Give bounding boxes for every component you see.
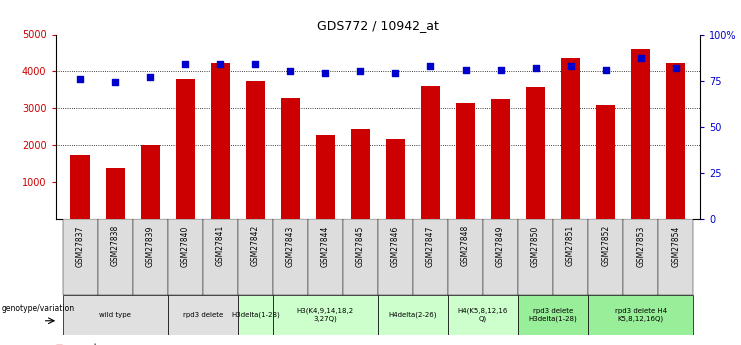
Point [214, 61, 226, 67]
Point [319, 70, 331, 76]
Text: H3(K4,9,14,18,2
3,27Q): H3(K4,9,14,18,2 3,27Q) [297, 308, 354, 322]
Text: GSM27837: GSM27837 [76, 225, 84, 267]
Point [565, 63, 576, 69]
Bar [666, 63, 685, 219]
Point [635, 56, 647, 61]
Bar [553, 219, 588, 295]
Text: GSM27844: GSM27844 [321, 225, 330, 267]
Bar [483, 219, 518, 295]
Point [599, 67, 611, 72]
Bar [316, 135, 335, 219]
Text: GSM27841: GSM27841 [216, 225, 225, 266]
Bar [588, 219, 623, 295]
Bar [167, 219, 203, 295]
Bar [70, 155, 90, 219]
Text: GSM27839: GSM27839 [146, 225, 155, 267]
Bar [62, 219, 98, 295]
Bar [378, 295, 448, 335]
Bar [448, 219, 483, 295]
Bar [588, 295, 694, 335]
Point [354, 69, 366, 74]
Text: H3delta(1-28): H3delta(1-28) [231, 312, 279, 318]
Point [494, 67, 506, 72]
Text: GSM27846: GSM27846 [391, 225, 400, 267]
Text: genotype/variation: genotype/variation [1, 304, 74, 313]
Bar [246, 81, 265, 219]
Text: GSM27853: GSM27853 [637, 225, 645, 267]
Text: H4delta(2-26): H4delta(2-26) [389, 312, 437, 318]
Point [670, 65, 682, 70]
Point [109, 80, 121, 85]
Bar [176, 79, 195, 219]
Text: rpd3 delete
H3delta(1-28): rpd3 delete H3delta(1-28) [529, 308, 577, 322]
Bar [273, 219, 308, 295]
Bar [273, 295, 378, 335]
Bar [343, 219, 378, 295]
Text: GSM27843: GSM27843 [286, 225, 295, 267]
Text: GSM27847: GSM27847 [426, 225, 435, 267]
Bar [448, 295, 518, 335]
Point [144, 74, 156, 80]
Bar [203, 219, 238, 295]
Bar [238, 219, 273, 295]
Bar [167, 295, 238, 335]
Bar [210, 63, 230, 219]
Bar [518, 219, 553, 295]
Text: GSM27848: GSM27848 [461, 225, 470, 266]
Text: GSM27838: GSM27838 [110, 225, 119, 266]
Bar [596, 105, 615, 219]
Text: GSM27845: GSM27845 [356, 225, 365, 267]
Point [390, 70, 402, 76]
Bar [456, 103, 475, 219]
Bar [281, 98, 300, 219]
Bar [98, 219, 133, 295]
Bar [658, 219, 694, 295]
Point [530, 65, 542, 70]
Bar [491, 99, 510, 219]
Text: GSM27851: GSM27851 [566, 225, 575, 266]
Bar [631, 49, 651, 219]
Bar [386, 139, 405, 219]
Text: GSM27842: GSM27842 [250, 225, 260, 266]
Bar [561, 58, 580, 219]
Text: GSM27852: GSM27852 [601, 225, 610, 266]
Bar [133, 219, 167, 295]
Text: H4(K5,8,12,16
Q): H4(K5,8,12,16 Q) [458, 308, 508, 322]
Bar [518, 295, 588, 335]
Point [425, 63, 436, 69]
Text: GSM27840: GSM27840 [181, 225, 190, 267]
Bar [238, 295, 273, 335]
Bar [350, 129, 370, 219]
Text: GSM27849: GSM27849 [496, 225, 505, 267]
Bar [526, 87, 545, 219]
Point [250, 61, 262, 67]
Title: GDS772 / 10942_at: GDS772 / 10942_at [317, 19, 439, 32]
Text: rpd3 delete: rpd3 delete [182, 312, 223, 318]
Point [74, 76, 86, 81]
Bar [62, 295, 167, 335]
Text: GSM27850: GSM27850 [531, 225, 540, 267]
Text: rpd3 delete H4
K5,8,12,16Q): rpd3 delete H4 K5,8,12,16Q) [614, 308, 667, 322]
Bar [413, 219, 448, 295]
Point [285, 69, 296, 74]
Bar [421, 86, 440, 219]
Point [179, 61, 191, 67]
Bar [308, 219, 343, 295]
Bar [623, 219, 658, 295]
Bar [105, 168, 124, 219]
Text: GSM27854: GSM27854 [671, 225, 680, 267]
Point [459, 67, 471, 72]
Bar [378, 219, 413, 295]
Text: count: count [70, 343, 98, 345]
Text: wild type: wild type [99, 312, 131, 318]
Bar [141, 145, 160, 219]
